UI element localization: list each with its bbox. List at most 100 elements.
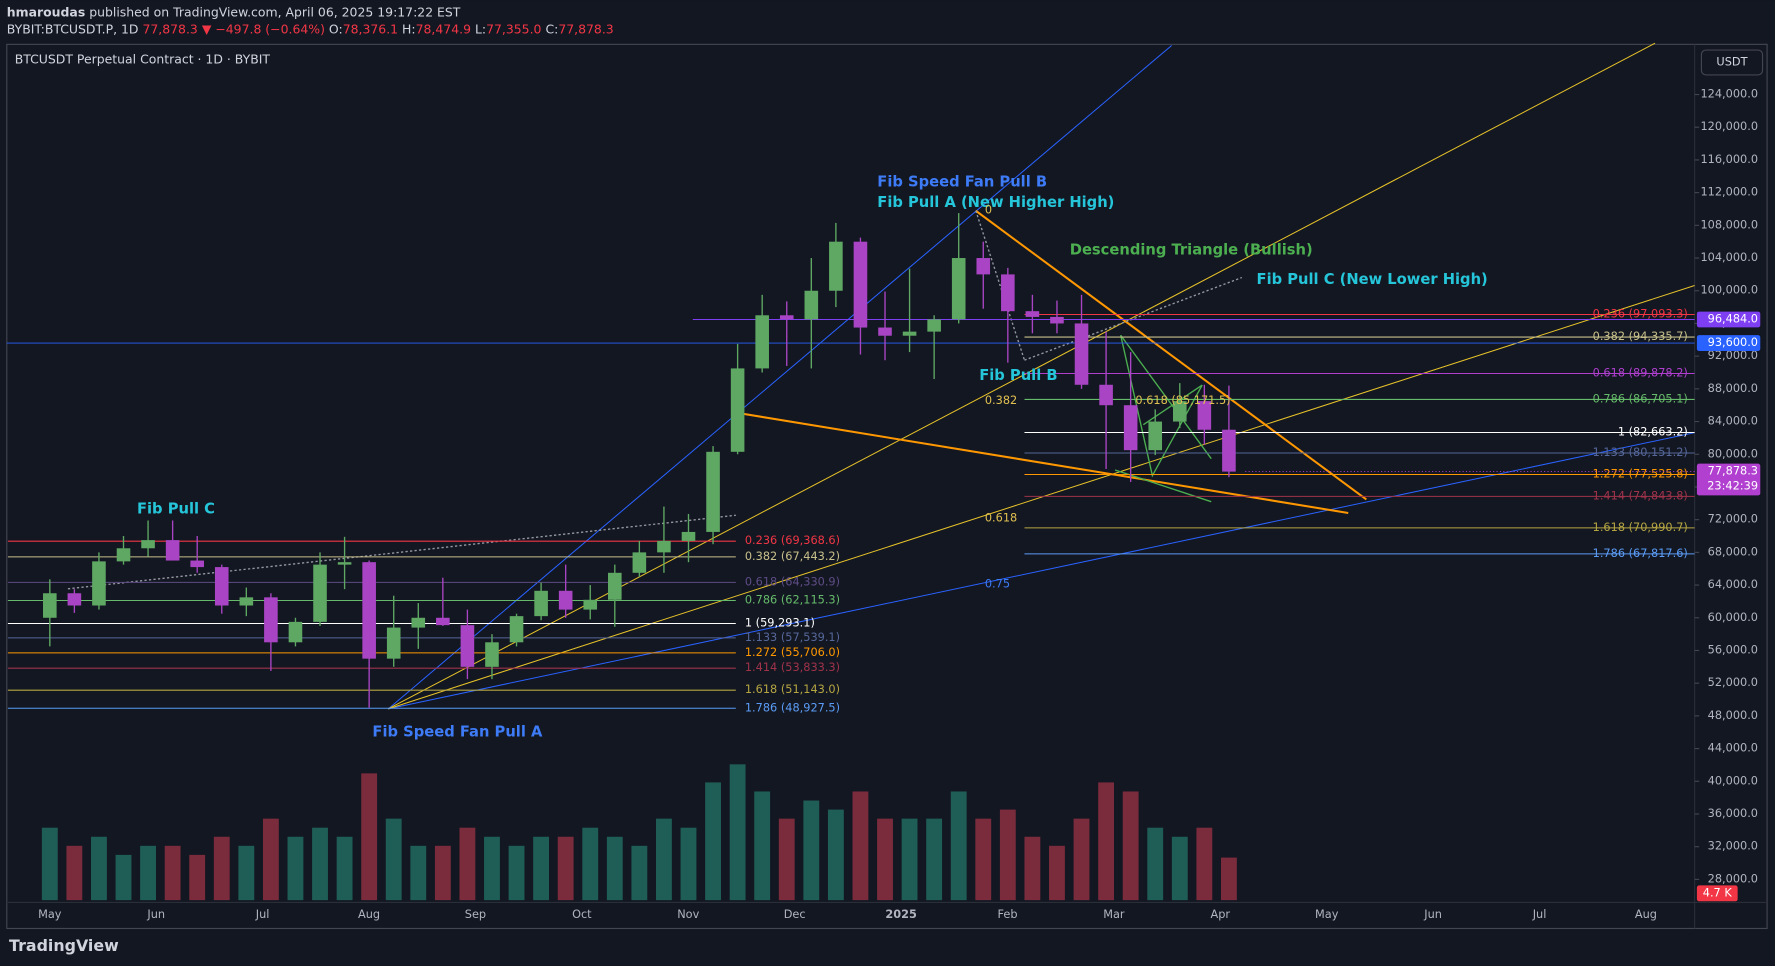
candle-body [657, 540, 671, 553]
candle-body [67, 593, 82, 606]
candle-body [927, 319, 941, 332]
price-tag [1696, 311, 1761, 328]
candle-body [92, 561, 106, 606]
candle-body [706, 451, 720, 532]
y-tick-label: 44,000.0 [1708, 741, 1758, 755]
candle-body [239, 597, 254, 606]
fib-label: 0.382 (67,443.2) [745, 549, 840, 563]
ohlc-label: C: [545, 21, 558, 36]
fib-label: 1.414 (53,833.3) [745, 660, 840, 674]
fib-label: 0.236 (69,368.6) [745, 533, 840, 547]
annotation: Fib Pull C (New Lower High) [1257, 271, 1488, 288]
fib-label: 1 (59,293.1) [745, 616, 815, 630]
volume-bar [926, 818, 943, 901]
fib-label: 1.618 (70,990.7) [1593, 520, 1688, 534]
price-tag-label: 96,484.0 [1708, 311, 1758, 325]
annotation: 0.382 [985, 393, 1017, 407]
x-tick-label: Feb [997, 907, 1017, 921]
y-tick-label: 64,000.0 [1708, 577, 1758, 591]
candle-body [583, 599, 598, 610]
chart-frame [6, 43, 1768, 930]
volume-bar [434, 845, 451, 901]
volume-bar [508, 845, 525, 901]
annotation: 0.618 (85,171.5) [1135, 393, 1230, 407]
volume-bar [877, 818, 893, 901]
symbol-line: BYBIT:BTCUSDT.P, 1D 77,878.3 ▼ −497.8 (−… [7, 21, 614, 36]
author: hmaroudas [7, 4, 85, 19]
fib-label: 1.272 (77,525.8) [1593, 466, 1688, 480]
candle-body [558, 590, 573, 610]
candle-body [337, 562, 352, 565]
candle-body [681, 531, 696, 541]
candle-body [362, 562, 376, 659]
ohlc-value: 77,355.0 [486, 21, 541, 36]
chart-title: BTCUSDT Perpetual Contract · 1D · BYBIT [15, 52, 271, 67]
annotation: Fib Pull A (New Higher High) [877, 194, 1114, 211]
candle-body [141, 540, 155, 549]
candle-body [976, 258, 991, 275]
volume-bar [754, 791, 771, 901]
candle-body [264, 597, 278, 643]
y-tick-label: 116,000.0 [1700, 152, 1758, 166]
candle-body [1001, 274, 1015, 312]
candle-body [902, 331, 917, 336]
header: hmaroudas published on TradingView.com, … [7, 4, 461, 19]
ohlc-value: 77,878.3 [558, 21, 613, 36]
last-price: 77,878.3 [142, 21, 197, 36]
y-tick-label: 100,000.0 [1700, 283, 1758, 297]
volume-bar [287, 836, 304, 901]
fib-label: 0.786 (62,115.3) [745, 592, 840, 606]
ohlc-label: L: [475, 21, 486, 36]
pattern-line [1120, 334, 1212, 460]
dotted-line [975, 210, 1026, 361]
candle-body [411, 617, 426, 628]
annotation: Descending Triangle (Bullish) [1070, 241, 1313, 258]
price-tag [1696, 463, 1761, 496]
fib-label: 0.382 (94,335.7) [1593, 329, 1688, 343]
volume-bar [803, 800, 820, 901]
annotation: Fib Speed Fan Pull A [372, 724, 543, 741]
volume-bar [656, 818, 672, 901]
candle-body [116, 548, 131, 562]
price-tag-label: 93,600.0 [1708, 335, 1758, 349]
x-tick-label: Dec [784, 907, 806, 921]
y-tick-label: 48,000.0 [1708, 708, 1758, 722]
candle-body [1025, 311, 1040, 317]
x-tick-label: Apr [1211, 907, 1231, 921]
fib-label: 0.786 (86,705.1) [1593, 391, 1688, 405]
published: published on TradingView.com, April 06, … [89, 4, 461, 19]
ohlc-label: O: [329, 21, 343, 36]
currency-label[interactable]: USDT [1716, 54, 1747, 68]
annotation: 0.618 [985, 511, 1017, 525]
candle-body [1074, 323, 1089, 385]
currency-button[interactable] [1700, 49, 1764, 76]
y-tick-label: 28,000.0 [1708, 871, 1758, 885]
volume-bar [140, 845, 156, 901]
candle-body [288, 621, 303, 643]
candle-body [313, 564, 327, 622]
volume-tag-label: 4.7 K [1703, 885, 1733, 899]
candle-body [829, 241, 843, 291]
candle-body [386, 627, 401, 659]
fib-label: 1.414 (74,843.8) [1593, 488, 1688, 502]
y-tick-label: 88,000.0 [1708, 381, 1758, 395]
x-tick-label: 2025 [885, 907, 917, 921]
x-tick-label: Jun [1423, 907, 1442, 921]
volume-bar [41, 827, 58, 901]
y-tick-label: 120,000.0 [1700, 119, 1758, 133]
candle-body [485, 642, 499, 667]
y-tick-label: 52,000.0 [1708, 675, 1758, 689]
volume-tag [1696, 885, 1738, 902]
volume-bar [950, 791, 967, 901]
volume-bar [533, 836, 550, 901]
fan-line [388, 42, 1656, 710]
volume-bar [1098, 782, 1115, 901]
volume-bar [1122, 791, 1139, 901]
fan-line [387, 45, 1172, 710]
fib-label: 1.786 (48,927.5) [745, 700, 840, 714]
annotation: Fib Speed Fan Pull B [877, 173, 1047, 190]
volume-bar [901, 818, 918, 901]
candle-body [509, 616, 524, 643]
